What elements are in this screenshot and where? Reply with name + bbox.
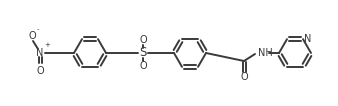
Text: O: O	[139, 35, 147, 45]
Text: O: O	[240, 72, 248, 82]
Text: N: N	[36, 48, 44, 58]
Text: O: O	[139, 61, 147, 71]
Text: +: +	[44, 42, 50, 48]
Text: -: -	[37, 26, 40, 32]
Text: O: O	[28, 31, 36, 41]
Text: N: N	[304, 34, 311, 44]
Text: O: O	[36, 66, 44, 76]
Text: NH: NH	[258, 48, 273, 58]
Text: S: S	[139, 47, 147, 59]
